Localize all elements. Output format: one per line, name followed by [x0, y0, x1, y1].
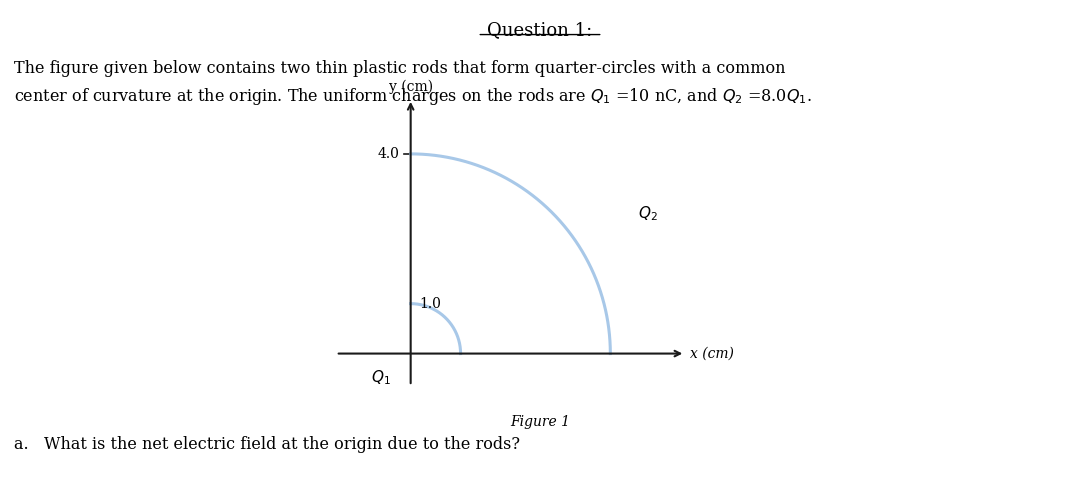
Text: The figure given below contains two thin plastic rods that form quarter-circles : The figure given below contains two thin… [14, 60, 785, 77]
Text: Question 1:: Question 1: [487, 22, 593, 40]
Text: $Q_2$: $Q_2$ [638, 204, 658, 223]
Text: 1.0: 1.0 [420, 297, 442, 311]
Text: center of curvature at the origin. The uniform charges on the rods are $Q_1$ =10: center of curvature at the origin. The u… [14, 86, 812, 108]
Text: 4.0: 4.0 [378, 147, 400, 161]
Text: x (cm): x (cm) [690, 347, 734, 360]
Text: $Q_1$: $Q_1$ [370, 368, 391, 387]
Text: Figure 1: Figure 1 [510, 415, 570, 429]
Text: a.   What is the net electric field at the origin due to the rods?: a. What is the net electric field at the… [14, 436, 521, 453]
Text: y (cm): y (cm) [389, 80, 433, 94]
